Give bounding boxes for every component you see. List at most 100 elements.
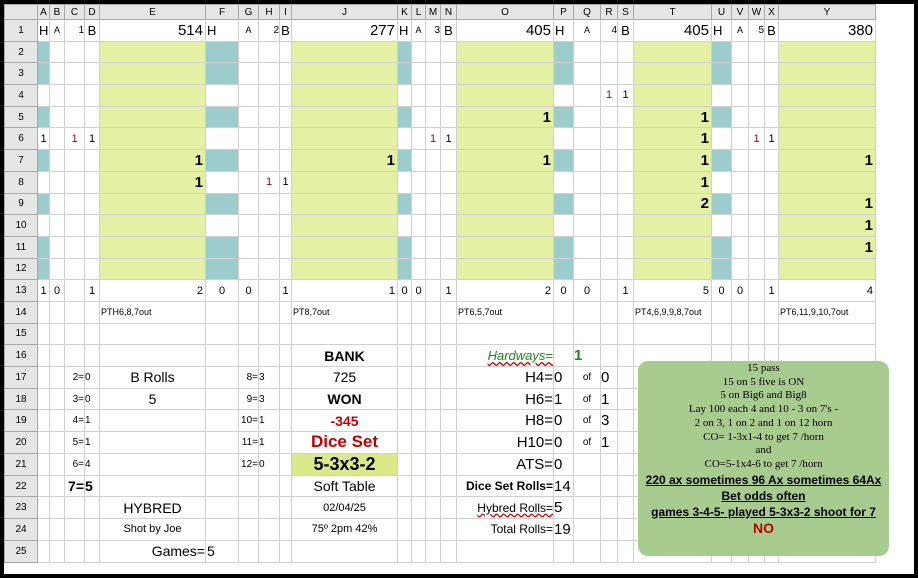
cell-l19[interactable] [411,409,426,433]
cell-c1[interactable]: 1 [64,19,85,42]
cell-t7[interactable]: 1 [633,149,712,172]
cell-r22[interactable] [600,474,618,498]
cell-m8[interactable] [425,170,441,194]
cell-h5[interactable] [258,105,280,129]
cell-e14[interactable]: PTH6,8,7out [99,300,206,324]
cell-v6[interactable] [731,127,749,151]
cell-m19[interactable] [425,409,441,433]
row-header-13[interactable]: 13 [4,279,38,302]
cell-t5[interactable]: 1 [633,105,712,129]
cell-i7[interactable] [279,149,292,172]
cell-f6[interactable] [205,127,239,151]
cell-j20[interactable]: Dice Set [291,431,398,454]
cell-d8[interactable] [84,170,100,194]
cell-c8[interactable] [64,170,85,194]
cell-e6[interactable] [99,127,206,151]
cell-p22[interactable]: 14 [553,474,574,498]
cell-l16[interactable] [411,344,426,367]
cell-f11[interactable] [205,235,239,259]
cell-x3[interactable] [764,62,779,86]
cell-q10[interactable] [573,214,601,237]
cell-b19[interactable] [49,409,65,433]
row-header-22[interactable]: 22 [4,474,38,498]
cell-y11[interactable]: 1 [778,235,876,259]
cell-a15[interactable] [37,322,50,346]
cell-c11[interactable] [64,235,85,259]
cell-p10[interactable] [553,214,574,237]
cell-x6[interactable]: 1 [764,127,779,151]
cell-l7[interactable] [411,149,426,172]
cell-o19[interactable]: H8= [456,409,554,433]
cell-e12[interactable] [99,257,206,281]
cell-f13[interactable]: 0 [205,279,239,302]
cell-p2[interactable] [553,40,574,64]
cell-w11[interactable] [748,235,765,259]
cell-v2[interactable] [731,40,749,64]
cell-i5[interactable] [279,105,292,129]
cell-c14[interactable] [64,300,85,324]
column-header-s[interactable]: S [617,4,634,20]
cell-k14[interactable] [397,300,412,324]
cell-y8[interactable] [778,170,876,194]
cell-p11[interactable] [553,235,574,259]
cell-k7[interactable] [397,149,412,172]
cell-q13[interactable]: 0 [573,279,601,302]
cell-h16[interactable] [258,344,280,367]
cell-n4[interactable] [440,84,457,107]
cell-i11[interactable] [279,235,292,259]
cell-h3[interactable] [258,62,280,86]
cell-k8[interactable] [397,170,412,194]
cell-u14[interactable] [711,300,732,324]
cell-k13[interactable]: 0 [397,279,412,302]
cell-q20[interactable]: of [573,431,601,454]
cell-k23[interactable] [397,496,412,520]
row-header-3[interactable]: 3 [4,62,38,86]
cell-u2[interactable] [711,40,732,64]
cell-d15[interactable] [84,322,100,346]
cell-s4[interactable]: 1 [617,84,634,107]
cell-o5[interactable]: 1 [456,105,554,129]
cell-o11[interactable] [456,235,554,259]
cell-l6[interactable] [411,127,426,151]
cell-f7[interactable] [205,149,239,172]
cell-a1[interactable]: H [37,19,50,42]
column-header-a[interactable]: A [37,4,50,20]
cell-v7[interactable] [731,149,749,172]
row-header-2[interactable]: 2 [4,40,38,64]
cell-g21[interactable]: 12= [238,452,259,476]
cell-u9[interactable] [711,192,732,216]
cell-r17[interactable]: 0 [600,366,618,389]
row-header-15[interactable]: 15 [4,322,38,346]
cell-w3[interactable] [748,62,765,86]
cell-r8[interactable] [600,170,618,194]
cell-m14[interactable] [425,300,441,324]
cell-q21[interactable] [573,452,601,476]
cell-k19[interactable] [397,409,412,433]
cell-g11[interactable] [238,235,259,259]
cell-g13[interactable]: 0 [238,279,259,302]
cell-k3[interactable] [397,62,412,86]
cell-w13[interactable] [748,279,765,302]
cell-b12[interactable] [49,257,65,281]
cell-q9[interactable] [573,192,601,216]
cell-p17[interactable]: 0 [553,366,574,389]
cell-h13[interactable] [258,279,280,302]
column-header-i[interactable]: I [279,4,292,20]
cell-d14[interactable] [84,300,100,324]
cell-j18[interactable]: WON [291,387,398,411]
column-header-q[interactable]: Q [573,4,601,20]
cell-f12[interactable] [205,257,239,281]
cell-c9[interactable] [64,192,85,216]
cell-i1[interactable]: B [279,19,292,42]
cell-m9[interactable] [425,192,441,216]
cell-a21[interactable] [37,452,50,476]
cell-y10[interactable]: 1 [778,214,876,237]
column-header-w[interactable]: W [748,4,765,20]
cell-q14[interactable] [573,300,601,324]
cell-g17[interactable]: 8= [238,366,259,389]
cell-s17[interactable] [617,366,634,389]
cell-i8[interactable]: 1 [279,170,292,194]
cell-a3[interactable] [37,62,50,86]
cell-f8[interactable] [205,170,239,194]
cell-b21[interactable] [49,452,65,476]
